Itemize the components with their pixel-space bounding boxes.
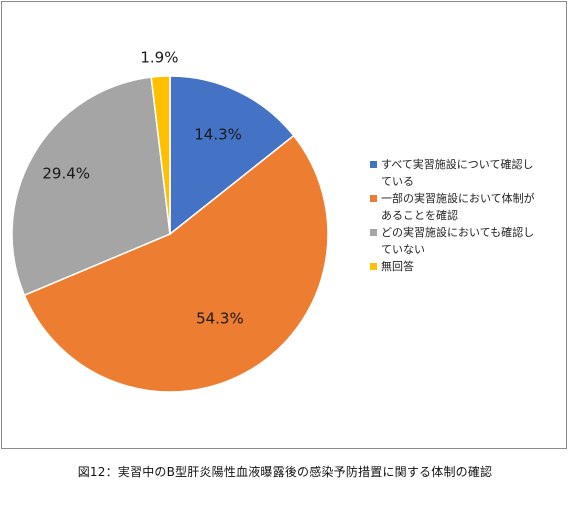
legend-label-line1: 一部の実習施設において体制が xyxy=(381,192,535,205)
data-label-no-answer: 1.9% xyxy=(140,48,178,66)
pie-slice-some-confirmed xyxy=(23,134,329,393)
data-label-some-confirmed: 54.3% xyxy=(196,309,244,327)
legend-item-none-confirmed: どの実習施設においても確認し ていない xyxy=(370,224,562,258)
legend-item-no-answer: 無回答 xyxy=(370,258,562,275)
legend: すべて実習施設について確認し ている 一部の実習施設において体制が あることを確… xyxy=(370,156,562,275)
legend-item-some-confirmed: 一部の実習施設において体制が あることを確認 xyxy=(370,190,562,224)
pie-chart: 14.3% 54.3% 29.4% 1.9% xyxy=(11,48,329,393)
legend-label-line1: すべて実習施設について確認し xyxy=(381,158,534,171)
data-label-all-confirmed: 14.3% xyxy=(194,125,242,143)
pie-slice-all-confirmed xyxy=(169,75,295,236)
pie-slice-no-answer xyxy=(150,75,171,235)
legend-swatch-yellow xyxy=(370,263,377,270)
legend-swatch-orange xyxy=(370,195,377,202)
legend-item-all-confirmed: すべて実習施設について確認し ている xyxy=(370,156,562,190)
legend-label-line2: あることを確認 xyxy=(381,209,458,222)
chart-frame: 14.3% 54.3% 29.4% 1.9% すべて実習施設について確認し ている 一… xyxy=(1,1,567,449)
pie-slice-none-confirmed xyxy=(11,76,171,297)
legend-label-line2: ている xyxy=(381,175,414,188)
data-label-none-confirmed: 29.4% xyxy=(42,165,90,183)
legend-swatch-blue xyxy=(370,161,377,168)
legend-label-line1: どの実習施設においても確認し xyxy=(381,226,535,239)
figure-caption: 図12：実習中のB型肝炎陽性血液曝露後の感染予防措置に関する体制の確認 xyxy=(77,465,493,479)
legend-label-line1: 無回答 xyxy=(381,260,414,273)
legend-swatch-gray xyxy=(370,229,377,236)
legend-label-line2: ていない xyxy=(381,243,425,256)
